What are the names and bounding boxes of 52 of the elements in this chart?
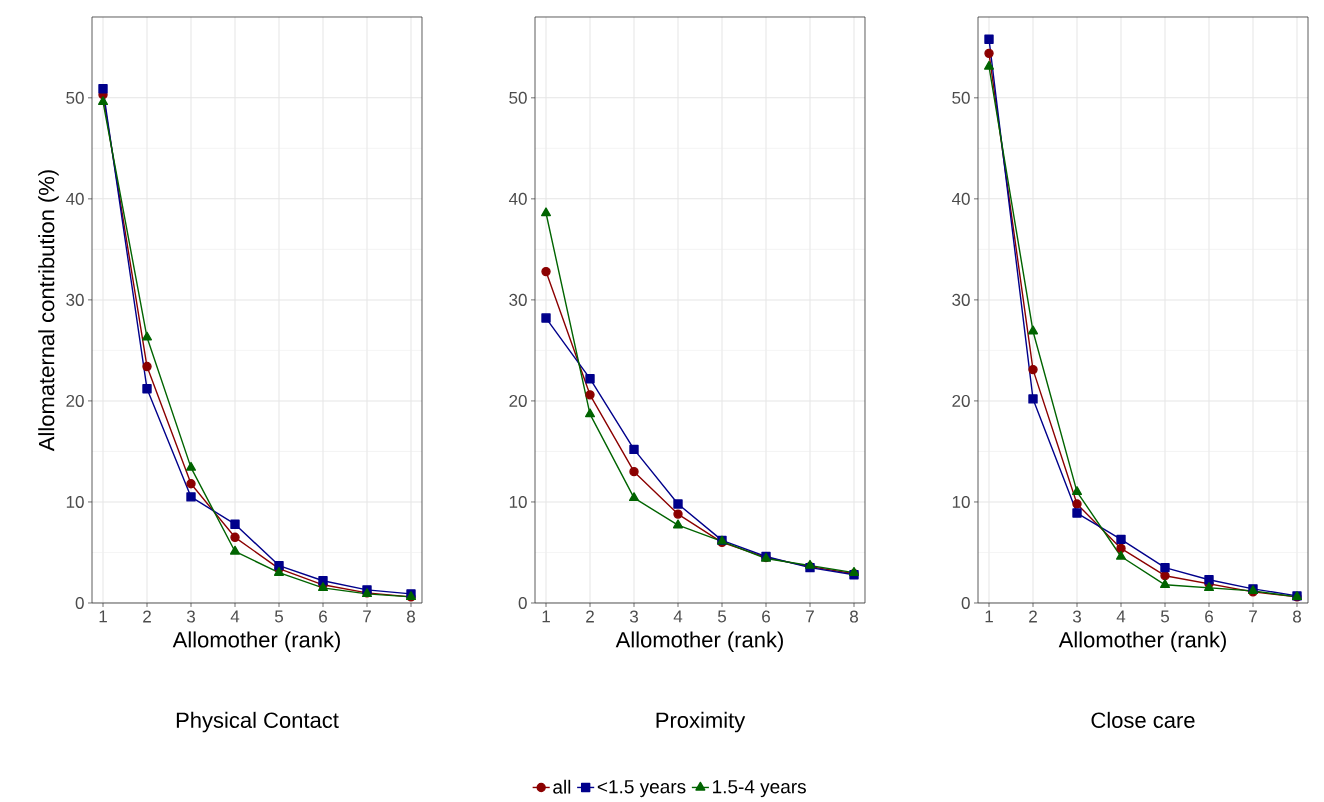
y-tick-label: 50 (66, 91, 84, 104)
y-tick-label: 20 (66, 394, 84, 407)
x-tick-label: 8 (1293, 610, 1301, 623)
x-tick-label: 1 (99, 610, 107, 623)
y-tick-label: 0 (75, 596, 84, 610)
x-axis-title: Allomother (rank) (172, 631, 340, 652)
x-tick-label: 4 (673, 610, 683, 623)
y-tick-label: 40 (508, 192, 527, 205)
y-tick-label: 30 (952, 293, 970, 306)
x-tick-label: 7 (806, 610, 814, 623)
y-tick-label: 50 (952, 91, 970, 104)
legend-label: <1.5 years (597, 780, 686, 798)
x-tick-label: 3 (629, 610, 638, 623)
y-tick-label: 50 (509, 91, 527, 104)
x-tick-label: 2 (586, 610, 594, 623)
x-tick-label: 6 (762, 610, 770, 623)
y-tick-label: 30 (509, 293, 527, 306)
x-tick-label: 4 (230, 610, 240, 623)
text: Physical Contact (176, 711, 339, 733)
y-tick-label: 10 (66, 495, 84, 508)
x-tick-label: 5 (717, 610, 727, 623)
y-tick-label: 30 (66, 293, 84, 306)
x-tick-label: 8 (850, 610, 858, 623)
x-tick-label: 1 (542, 610, 550, 623)
x-tick-label: 1 (985, 610, 993, 623)
y-tick-label: 20 (509, 394, 527, 407)
text: Close care (1091, 711, 1195, 729)
legend-label: all (553, 779, 571, 794)
x-tick-label: 6 (319, 610, 327, 623)
y-tick-label: 10 (509, 495, 527, 508)
y-tick-label: 10 (952, 495, 970, 508)
y-axis-title: Allomaternal contribution (%) (38, 170, 59, 452)
x-tick-label: 3 (1072, 610, 1081, 623)
x-axis-title: Allomother (rank) (1058, 631, 1226, 652)
x-tick-label: 2 (143, 610, 151, 623)
y-tick-label: 20 (952, 394, 970, 407)
x-tick-label: 2 (1029, 610, 1037, 623)
x-tick-label: 5 (1160, 610, 1170, 623)
x-tick-label: 5 (274, 610, 284, 623)
x-tick-label: 7 (363, 610, 371, 623)
legend-label: 1.5-4 years (713, 780, 806, 798)
y-tick-label: 40 (65, 192, 84, 205)
y-tick-label: 0 (961, 596, 970, 610)
x-tick-label: 6 (1205, 610, 1213, 623)
y-tick-label: 40 (951, 192, 970, 205)
x-axis-title: Allomother (rank) (615, 631, 783, 652)
x-tick-label: 8 (407, 610, 415, 623)
x-tick-label: 3 (186, 610, 195, 623)
x-tick-label: 7 (1249, 610, 1257, 623)
text: Proximity (656, 711, 746, 733)
y-tick-label: 0 (518, 596, 527, 610)
x-tick-label: 4 (1116, 610, 1126, 623)
